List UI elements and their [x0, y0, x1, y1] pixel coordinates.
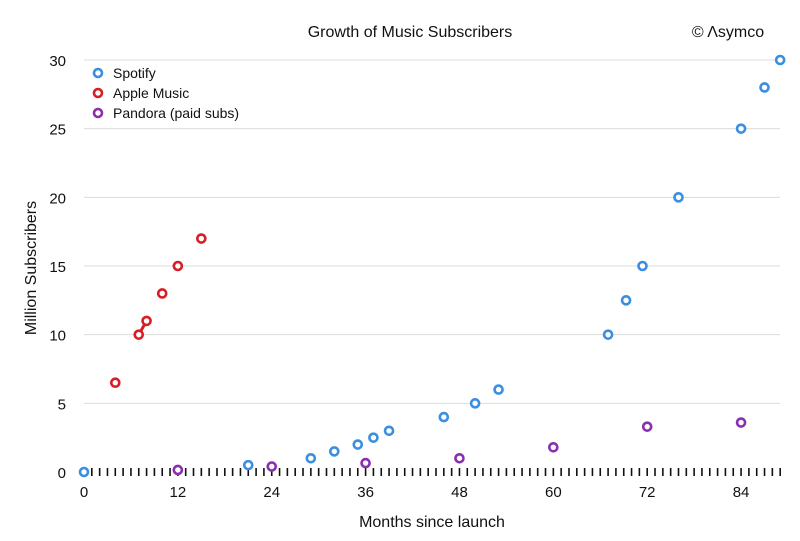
- x-tick-label: 12: [170, 484, 187, 501]
- y-tick-label: 5: [58, 396, 66, 413]
- spotify-point: [368, 432, 379, 443]
- y-tick-label: 15: [49, 259, 66, 276]
- y-axis-label: Million Subscribers: [23, 201, 40, 335]
- spotify-point: [493, 384, 504, 395]
- y-tick-label: 30: [49, 53, 66, 70]
- x-tick-label: 48: [451, 484, 468, 501]
- spotify-point: [637, 260, 648, 272]
- spotify-point: [735, 123, 747, 134]
- apple-music-point: [141, 315, 152, 327]
- pandora-paid-subs-point: [266, 461, 278, 472]
- legend-marker-apple-music: [92, 87, 104, 99]
- y-tick-label: 25: [49, 122, 66, 139]
- apple-music-point: [196, 233, 207, 244]
- apple-music-point: [172, 260, 184, 272]
- apple-music-point: [156, 288, 168, 299]
- y-tick-label: 20: [49, 190, 66, 207]
- spotify-point: [329, 446, 340, 457]
- spotify-point: [602, 329, 614, 340]
- pandora-paid-subs-point: [172, 464, 184, 476]
- y-tick-label: 0: [58, 465, 66, 482]
- spotify-point: [774, 54, 786, 66]
- chart-title: Growth of Music Subscribers: [308, 24, 513, 41]
- spotify-point: [352, 439, 364, 450]
- spotify-point: [78, 466, 90, 478]
- x-tick-label: 84: [733, 484, 750, 501]
- y-tick-label: 10: [49, 328, 66, 345]
- spotify-point: [438, 411, 450, 423]
- legend-marker-pandora-paid-subs-: [92, 107, 104, 119]
- x-tick-label: 36: [357, 484, 374, 501]
- pandora-paid-subs-point: [735, 417, 747, 428]
- spotify-point: [305, 452, 317, 464]
- legend-label: Spotify: [113, 65, 156, 81]
- pandora-paid-subs-point: [641, 421, 653, 432]
- legend-label: Pandora (paid subs): [113, 105, 239, 121]
- pandora-paid-subs-point: [360, 457, 371, 469]
- spotify-point: [620, 295, 632, 306]
- apple-music-point: [133, 329, 145, 340]
- x-axis-label: Months since launch: [359, 514, 505, 531]
- x-tick-label: 72: [639, 484, 656, 501]
- x-tick-label: 0: [80, 484, 88, 501]
- spotify-point: [673, 192, 684, 203]
- spotify-point: [242, 459, 254, 471]
- x-tick-label: 60: [545, 484, 562, 501]
- pandora-paid-subs-point: [454, 452, 465, 464]
- spotify-point: [383, 425, 395, 437]
- spotify-point: [469, 398, 481, 409]
- legend-label: Apple Music: [113, 85, 189, 101]
- watermark: © Λsymco: [692, 24, 764, 41]
- apple-music-point: [109, 377, 121, 389]
- pandora-paid-subs-point: [548, 441, 559, 453]
- spotify-point: [759, 82, 770, 93]
- legend-marker-spotify: [92, 67, 104, 79]
- x-tick-label: 24: [263, 484, 280, 501]
